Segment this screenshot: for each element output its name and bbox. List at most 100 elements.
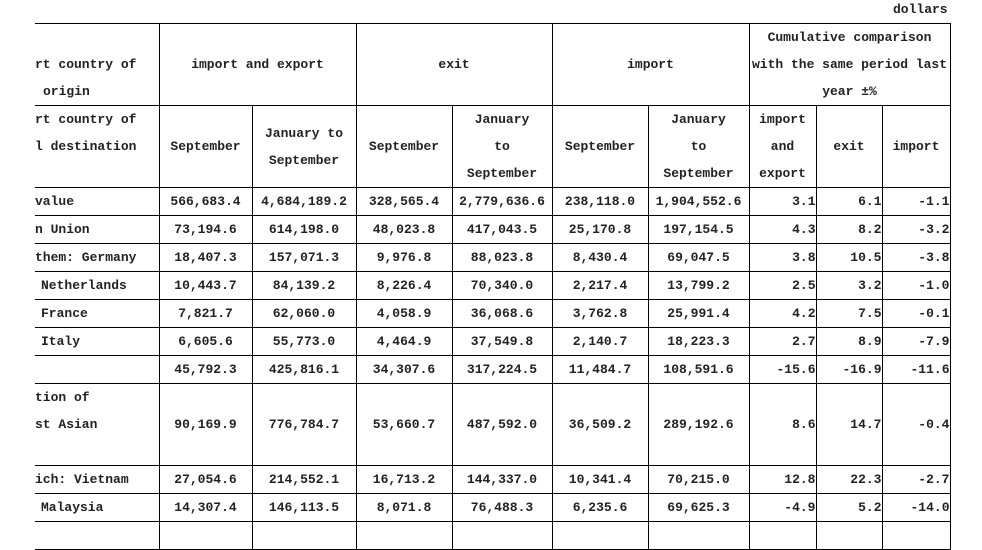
cell-value: 7,821.7 — [158, 299, 253, 328]
cell-value: 7.5 — [815, 299, 883, 328]
cell-value: 214,552.1 — [251, 465, 357, 494]
cell-value: 73,194.6 — [158, 215, 253, 244]
cell-value: -16.9 — [815, 355, 883, 384]
cell-value: -3.2 — [881, 215, 951, 244]
cell-value: 6,235.6 — [551, 493, 649, 522]
cell-value: 614,198.0 — [251, 215, 357, 244]
cell-value: 70,340.0 — [451, 271, 553, 300]
cell-value: 37,549.8 — [451, 327, 553, 356]
cell-value: -1.0 — [881, 271, 951, 300]
cell-value: 3.2 — [815, 271, 883, 300]
row-header-text: rt country of — [35, 112, 137, 127]
cell-value: 317,224.5 — [451, 355, 553, 384]
cell-value: 11,484.7 — [551, 355, 649, 384]
cell-value: -3.8 — [881, 243, 951, 272]
cell-value: 2.7 — [748, 327, 817, 356]
row-label: Malaysia — [35, 493, 160, 522]
cell-value: 4.2 — [748, 299, 817, 328]
cell-value: -7.9 — [881, 327, 951, 356]
row-label: them: Germany — [35, 243, 160, 272]
table-row: France 7,821.7 62,060.0 4,058.9 36,068.6 3,76… — [35, 299, 951, 328]
cell-value: 14,307.4 — [158, 493, 253, 522]
cell-value: -1.1 — [881, 187, 951, 216]
cell-value: 36,068.6 — [451, 299, 553, 328]
subheader: January to September — [647, 105, 750, 188]
cell-value: 70,215.0 — [647, 465, 750, 494]
cell-value: 5.2 — [815, 493, 883, 522]
cell-value: 8.6 — [748, 383, 817, 466]
cell-value: 10,443.7 — [158, 271, 253, 300]
cell-value: 3.8 — [748, 243, 817, 272]
table-row: Netherlands 10,443.7 84,139.2 8,226.4 70,340… — [35, 271, 951, 300]
unit-label: dollars — [893, 2, 948, 17]
cell-value: 84,139.2 — [251, 271, 357, 300]
subheader: January to September — [251, 105, 357, 188]
cell-value: 53,660.7 — [355, 383, 453, 466]
cell-value: 197,154.5 — [647, 215, 750, 244]
row-label: France — [35, 299, 160, 328]
table-row: ich: Vietnam 27,054.6 214,552.1 16,713.2 144… — [35, 465, 951, 494]
cell-value: 76,488.3 — [451, 493, 553, 522]
subheader: import and export — [748, 105, 817, 188]
cell-value: 157,071.3 — [251, 243, 357, 272]
table-row: Malaysia 14,307.4 146,113.5 8,071.8 76,488.3… — [35, 493, 951, 522]
cell-value: 2,217.4 — [551, 271, 649, 300]
row-label — [35, 355, 160, 384]
cell-value: 25,170.8 — [551, 215, 649, 244]
cell-value: 8.2 — [815, 215, 883, 244]
group-header-import-export: import and export — [158, 23, 357, 106]
cell-value: -15.6 — [748, 355, 817, 384]
row-label: ich: Vietnam — [35, 465, 160, 494]
table-row: Italy 6,605.6 55,773.0 4,464.9 37,549.8 2,140… — [35, 327, 951, 356]
cell-value: 14.7 — [815, 383, 883, 466]
subheader: import — [881, 105, 951, 188]
cell-value: 4,464.9 — [355, 327, 453, 356]
cell-value: 8,226.4 — [355, 271, 453, 300]
table-row: 45,792.3 425,816.1 34,307.6 317,224.5 11,484… — [35, 355, 951, 384]
cell-value: 8,430.4 — [551, 243, 649, 272]
trade-table: rt country of origin import and export ex… — [35, 23, 951, 550]
cell-value: 34,307.6 — [355, 355, 453, 384]
cell-value: 10.5 — [815, 243, 883, 272]
cell-value: 6.1 — [815, 187, 883, 216]
subheader: September — [551, 105, 649, 188]
cell-value: 108,591.6 — [647, 355, 750, 384]
cell-value: 55,773.0 — [251, 327, 357, 356]
table-row: n Union 73,194.6 614,198.0 48,023.8 417,043.… — [35, 215, 951, 244]
subheader: exit — [815, 105, 883, 188]
row-label: Netherlands — [35, 271, 160, 300]
cell-value: 27,054.6 — [158, 465, 253, 494]
row-header-text: origin — [43, 84, 90, 99]
cell-value: -2.7 — [881, 465, 951, 494]
cell-value: 10,341.4 — [551, 465, 649, 494]
group-header-import: import — [551, 23, 750, 106]
cell-value: 16,713.2 — [355, 465, 453, 494]
cell-value: 8,071.8 — [355, 493, 453, 522]
table-row: them: Germany 18,407.3 157,071.3 9,976.8 88,… — [35, 243, 951, 272]
cell-value: 3,762.8 — [551, 299, 649, 328]
cell-value: 487,592.0 — [451, 383, 553, 466]
cell-value: 4,058.9 — [355, 299, 453, 328]
row-header-origin: rt country of origin — [35, 23, 160, 106]
cell-value: 289,192.6 — [647, 383, 750, 466]
row-label: n Union — [35, 215, 160, 244]
cell-value: 69,047.5 — [647, 243, 750, 272]
cell-value: 48,023.8 — [355, 215, 453, 244]
cell-value: 425,816.1 — [251, 355, 357, 384]
cell-value: -11.6 — [881, 355, 951, 384]
cell-value: -14.0 — [881, 493, 951, 522]
subheader: September — [158, 105, 253, 188]
cell-value: 2.5 — [748, 271, 817, 300]
cell-value: 566,683.4 — [158, 187, 253, 216]
cell-value: 25,991.4 — [647, 299, 750, 328]
cell-value: -4.9 — [748, 493, 817, 522]
cell-value: 4,684,189.2 — [251, 187, 357, 216]
cell-value: 2,140.7 — [551, 327, 649, 356]
subheader: September — [355, 105, 453, 188]
cell-value: -0.4 — [881, 383, 951, 466]
cell-value: 9,976.8 — [355, 243, 453, 272]
cell-value: 18,223.3 — [647, 327, 750, 356]
subheader: January to September — [451, 105, 553, 188]
row-header-text: l destination — [35, 139, 137, 154]
row-header-destination: rt country of l destination — [35, 105, 160, 188]
